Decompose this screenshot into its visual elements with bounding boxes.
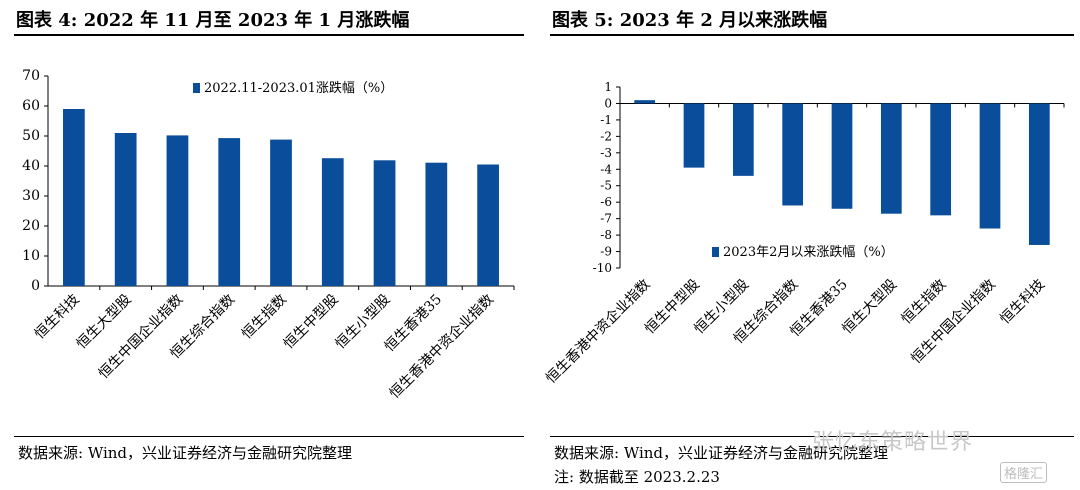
y-tick-label: 30 [22, 188, 40, 204]
bar [270, 139, 292, 286]
bar [477, 164, 499, 286]
y-tick-label: -10 [593, 261, 612, 275]
y-tick-label: 60 [22, 98, 40, 114]
y-tick-label: -1 [600, 113, 612, 127]
bar [732, 103, 754, 176]
bar [321, 158, 344, 286]
left-bottom-rule [14, 436, 524, 437]
watermark-logo: 格隆汇 [1000, 462, 1048, 483]
bar [166, 135, 189, 286]
legend-swatch [712, 247, 719, 257]
y-tick-label: 50 [22, 128, 40, 144]
bar [979, 103, 1001, 229]
left-top-rule [14, 34, 524, 36]
y-tick-label: -4 [600, 162, 612, 176]
legend-label: 2023年2月以来涨跌幅（%） [723, 244, 894, 260]
y-tick-label: -2 [600, 129, 612, 143]
bar [683, 103, 705, 168]
x-tick-label: 恒生中型股 [281, 292, 342, 353]
x-tick-label: 恒生科技 [32, 292, 83, 343]
y-tick-label: 20 [22, 218, 40, 234]
watermark-text: 张忆东策略世界 [812, 430, 974, 455]
y-tick-label: -8 [600, 228, 612, 242]
right-note-text: 注: 数据截至 2023.2.23 [554, 468, 720, 486]
x-tick-label: 恒生指数 [899, 277, 950, 328]
right-bottom-rule [550, 436, 1074, 437]
bar [634, 100, 656, 104]
bar [930, 103, 952, 216]
bar [373, 160, 396, 286]
left-source-text: 数据来源: Wind，兴业证券经济与金融研究院整理 [18, 444, 353, 462]
right-chart-title: 图表 5: 2023 年 2 月以来涨跌幅 [552, 10, 828, 31]
right-bar-chart: 10-1-2-3-4-5-6-7-8-9-10恒生香港中资企业指数恒生中型股恒生… [542, 80, 1065, 387]
right-top-rule [550, 34, 1074, 36]
bar [63, 109, 85, 286]
y-tick-label: 0 [31, 278, 40, 294]
right-source-text: 数据来源: Wind，兴业证券经济与金融研究院整理 [554, 444, 889, 462]
bar [1028, 103, 1050, 245]
legend: 2023年2月以来涨跌幅（%） [712, 244, 894, 260]
bar [114, 133, 137, 286]
x-tick-label: 恒生香港中资企业指数 [542, 276, 653, 387]
y-tick-label: 1 [604, 80, 612, 94]
y-tick-label: 0 [604, 96, 612, 110]
y-tick-label: 40 [22, 158, 40, 174]
right-panel: 图表 5: 2023 年 2 月以来涨跌幅 1 0 -1 -2 -3 -4 -5 -6 -7 -8… [536, 0, 1080, 490]
y-tick-label: 70 [22, 68, 40, 84]
x-tick-label: 恒生香港中资企业指数 [386, 291, 497, 402]
x-tick-label: 恒生科技 [997, 277, 1048, 328]
bar [425, 162, 448, 286]
bar [831, 103, 853, 209]
bar [880, 103, 902, 214]
y-tick-label: -9 [600, 245, 612, 259]
bar [218, 138, 241, 286]
x-tick-label: 恒生指数 [239, 292, 290, 343]
legend: 2022.11-2023.01涨跌幅（%） [193, 80, 393, 96]
y-tick-label: -6 [600, 195, 612, 209]
left-panel: 图表 4: 2022 年 11 月至 2023 年 1 月涨跌幅 0 10 20 30… [0, 0, 530, 490]
x-tick-label: 恒生中国企业指数 [95, 291, 186, 382]
bar [782, 103, 804, 206]
y-tick-label: -3 [600, 146, 612, 160]
x-tick-label: 恒生中国企业指数 [908, 276, 999, 367]
left-chart-title: 图表 4: 2022 年 11 月至 2023 年 1 月涨跌幅 [16, 10, 410, 31]
y-tick-label: -5 [600, 179, 612, 193]
legend-label: 2022.11-2023.01涨跌幅（%） [204, 80, 393, 96]
y-tick-label: -7 [600, 212, 612, 226]
legend-swatch [193, 83, 200, 93]
y-tick-label: 10 [22, 248, 40, 264]
